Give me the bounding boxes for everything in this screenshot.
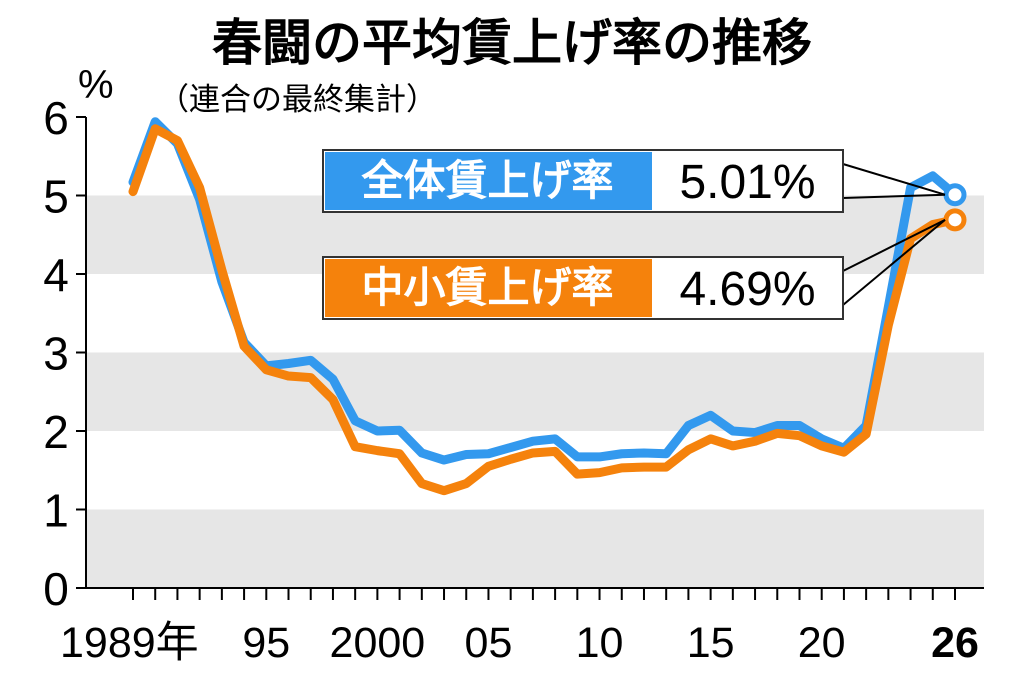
x-tick-label: 26 [931,619,979,667]
y-tick-label: 1 [43,485,69,537]
series-value-label: 4.69% [679,263,815,316]
x-tick-label: 1989年 [60,619,199,667]
grid-band [86,509,984,588]
x-tick-label: 10 [576,619,624,667]
leader-line [842,193,946,199]
chart-subtitle: （連合の最終集計） [158,82,437,118]
series-name-label: 中小賃上げ率 [361,263,613,312]
series-label-swatch [325,259,652,317]
leader-line [842,218,946,272]
x-tick-label: 05 [465,619,513,667]
y-tick-label: 2 [43,406,69,458]
series-labels: 全体賃上げ率 5.01% 中小賃上げ率 4.69% [322,149,946,320]
x-tick-label: 2000 [330,619,426,667]
y-tick-label: 5 [43,171,69,223]
grid-bands [86,195,984,588]
y-tick-label: 3 [43,328,69,380]
series-line-1 [128,117,960,465]
series-line-2 [128,124,960,496]
series-end-point-1 [943,183,967,207]
series-lines [128,117,967,496]
series-label-swatch [325,152,652,210]
series-value-label: 5.01% [679,156,815,209]
grid-band [86,352,984,431]
chart-title: 春闘の平均賃上げ率の推移 [212,14,812,72]
x-tick-label: 20 [798,619,846,667]
series-end-point-2 [943,208,967,232]
y-tick-label: 0 [43,563,69,615]
y-tick-label: 4 [43,249,69,301]
y-tick-label: 6 [43,92,69,144]
y-axis-unit: % [78,63,114,107]
leader-line [842,163,946,196]
x-tick-label: 95 [242,619,290,667]
leader-line [842,219,946,306]
x-tick-label: 15 [687,619,735,667]
axes: 0 1 2 3 4 5 6 1989年 95 2000 05 10 15 20 26 [43,92,984,667]
series-name-label: 全体賃上げ率 [360,156,613,205]
